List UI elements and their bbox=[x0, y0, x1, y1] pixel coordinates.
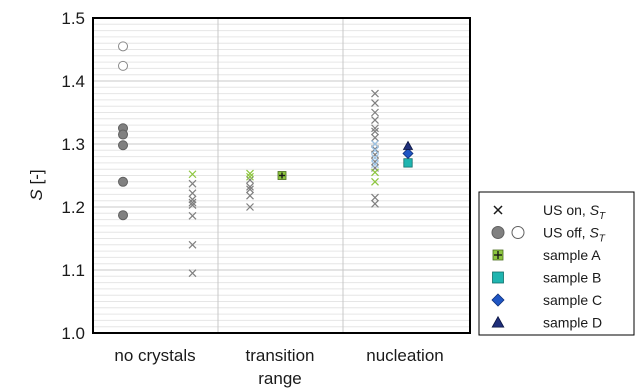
legend-marker-sample-a bbox=[492, 249, 504, 261]
point-us-on bbox=[246, 185, 254, 194]
point-us-on bbox=[371, 99, 379, 107]
point-sample-d bbox=[402, 140, 414, 150]
legend: US on, ST US off, ST sample A sample B sampl… bbox=[478, 191, 635, 336]
y-axis: 1.0 1.1 1.2 1.3 1.4 1.5 bbox=[61, 9, 85, 343]
point-us-off-filled bbox=[118, 140, 128, 151]
point-us-on bbox=[371, 177, 379, 186]
y-tick-label: 1.2 bbox=[61, 198, 85, 217]
point-us-on bbox=[371, 199, 379, 208]
y-tick-label: 1.3 bbox=[61, 135, 85, 154]
point-us-on bbox=[371, 160, 379, 169]
point-us-on bbox=[188, 195, 197, 204]
point-us-on bbox=[371, 108, 379, 117]
point-us-on bbox=[371, 146, 379, 155]
point-us-on bbox=[246, 203, 254, 211]
point-us-on bbox=[371, 127, 379, 136]
legend-marker-sample-b bbox=[492, 271, 504, 284]
x-category-label-line2: range bbox=[258, 369, 301, 388]
point-us-on bbox=[371, 124, 379, 133]
point-us-on bbox=[188, 201, 197, 210]
point-us-on bbox=[188, 198, 197, 207]
point-sample-a bbox=[277, 171, 287, 180]
legend-marker-circle-open bbox=[511, 226, 525, 239]
legend-entry-label: sample D bbox=[543, 315, 602, 331]
legend-marker-circle-filled bbox=[491, 226, 505, 239]
point-us-on bbox=[188, 240, 197, 249]
point-us-on bbox=[246, 191, 254, 200]
point-us-on bbox=[371, 140, 379, 148]
legend-entry-label: US on, ST bbox=[543, 202, 606, 222]
point-us-on bbox=[371, 116, 379, 124]
point-us-on bbox=[188, 269, 197, 278]
point-us-on bbox=[246, 175, 254, 184]
point-us-off-open bbox=[118, 60, 128, 71]
y-tick-label: 1.0 bbox=[61, 324, 85, 343]
legend-entry-label: sample C bbox=[543, 292, 602, 308]
point-us-on bbox=[188, 170, 197, 179]
x-category-label: nucleation bbox=[366, 346, 444, 365]
point-sample-c bbox=[402, 147, 414, 160]
point-us-on bbox=[188, 189, 197, 198]
legend-entry-label: US off, ST bbox=[543, 225, 606, 245]
point-us-on bbox=[188, 179, 197, 188]
y-axis-label: S [-] bbox=[27, 169, 46, 200]
point-us-on bbox=[246, 169, 254, 178]
point-us-on bbox=[371, 193, 379, 202]
y-tick-label: 1.4 bbox=[61, 72, 85, 91]
point-us-on bbox=[371, 133, 379, 142]
legend-entry-label: sample B bbox=[543, 270, 601, 286]
point-us-on bbox=[246, 182, 254, 191]
point-us-on bbox=[371, 153, 379, 162]
x-axis: no crystals transition range nucleation bbox=[114, 346, 443, 388]
legend-marker-sample-d bbox=[491, 315, 505, 328]
point-us-off-filled bbox=[118, 210, 128, 221]
point-sample-b bbox=[403, 158, 413, 168]
x-category-label: no crystals bbox=[114, 346, 195, 365]
legend-marker-sample-c bbox=[491, 293, 505, 307]
data-points bbox=[118, 41, 414, 278]
point-us-off-open bbox=[118, 41, 128, 52]
point-us-on bbox=[188, 211, 197, 220]
x-category-label: transition bbox=[246, 346, 315, 365]
point-us-on bbox=[371, 89, 379, 98]
y-tick-label: 1.5 bbox=[61, 9, 85, 28]
legend-entry-label: sample A bbox=[543, 247, 601, 263]
legend-marker-cross bbox=[493, 205, 503, 215]
plot-frame bbox=[92, 17, 471, 334]
point-us-on bbox=[371, 168, 379, 177]
point-us-off-filled bbox=[118, 129, 128, 140]
point-us-on bbox=[246, 172, 254, 181]
y-tick-label: 1.1 bbox=[61, 261, 85, 280]
point-us-on bbox=[371, 157, 379, 166]
legend-box bbox=[478, 191, 635, 336]
point-us-off-filled bbox=[118, 176, 128, 187]
